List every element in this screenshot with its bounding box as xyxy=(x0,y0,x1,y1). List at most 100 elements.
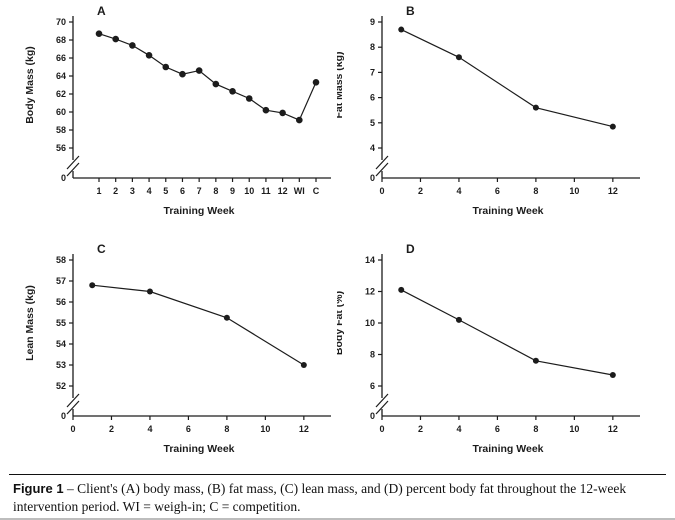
x-tick-label: 2 xyxy=(109,424,114,434)
y-tick-label: 56 xyxy=(56,297,66,307)
y-axis-break-slash xyxy=(375,393,389,408)
y-axis-break-slash xyxy=(66,400,80,415)
data-point xyxy=(398,286,405,293)
x-tick-label: 5 xyxy=(163,186,168,196)
panel-label: B xyxy=(406,4,415,18)
data-point xyxy=(245,95,253,102)
data-point xyxy=(609,123,616,130)
x-tick-label: 12 xyxy=(278,186,288,196)
y-tick-label: 54 xyxy=(56,339,66,349)
y-tick-label: 57 xyxy=(56,276,66,286)
chart-panel-a: 56 58 60 62 64 66 68 70 0 1 2 3 4 5 6 7 8 9 10 11 12 WI C A Trai… xyxy=(0,0,337,238)
y-axis-break-slash xyxy=(66,155,80,170)
data-point xyxy=(112,35,119,43)
y-tick-label: 4 xyxy=(370,143,375,153)
chart-panel-d: 6 8 10 12 14 0 0 2 4 6 8 10 12 D Training Week Body Fat… xyxy=(337,238,675,472)
y-tick-label: 68 xyxy=(56,35,66,45)
y-tick-label: 12 xyxy=(365,287,375,297)
data-point xyxy=(262,106,270,114)
data-point xyxy=(455,54,462,61)
data-point xyxy=(229,88,236,95)
x-tick-label: 4 xyxy=(456,186,461,196)
y-tick-label: 56 xyxy=(56,143,66,153)
y-tick-label: 62 xyxy=(56,89,66,99)
data-point xyxy=(95,30,103,37)
x-tick-label: 0 xyxy=(379,424,384,434)
x-tick-label: 11 xyxy=(261,186,271,196)
figure-caption: Figure 1 – Client's (A) body mass, (B) f… xyxy=(9,474,666,516)
y-tick-label: 8 xyxy=(370,42,375,52)
x-tick-label: 7 xyxy=(197,186,202,196)
y-origin-label: 0 xyxy=(61,411,66,421)
x-tick-label: 4 xyxy=(147,186,152,196)
data-point xyxy=(398,26,405,33)
y-tick-label: 58 xyxy=(56,255,66,265)
y-axis-title: Body Fat (%) xyxy=(337,291,345,355)
fat-mass-chart: 4 5 6 7 8 9 00 2 4 6 8 10 12 B Training Week Fat Mass (… xyxy=(337,4,640,217)
x-axis-title: Training Week xyxy=(473,205,544,217)
y-axis-title: Fat Mass (kg) xyxy=(337,51,345,118)
y-tick-label: 58 xyxy=(56,125,66,135)
x-axis-title: Training Week xyxy=(164,205,235,217)
charts-grid: 56 58 60 62 64 66 68 70 0 1 2 3 4 5 6 7 8 9 10 11 12 WI C A Trai… xyxy=(0,0,675,472)
panel-label: A xyxy=(97,4,106,18)
x-tick-label: 10 xyxy=(260,424,270,434)
panel-label: C xyxy=(97,242,106,256)
data-point xyxy=(179,70,186,78)
series-line xyxy=(400,289,613,376)
data-point xyxy=(195,67,203,74)
y-tick-label: 8 xyxy=(370,350,375,360)
x-tick-label: 9 xyxy=(230,186,235,196)
data-point xyxy=(300,362,307,368)
y-tick-label: 55 xyxy=(56,318,66,328)
x-tick-label: 10 xyxy=(569,186,579,196)
data-point xyxy=(609,371,616,378)
y-tick-label: 9 xyxy=(370,17,375,27)
y-tick-label: 66 xyxy=(56,53,66,63)
y-tick-label: 7 xyxy=(370,67,375,77)
lean-mass-chart: 52 53 54 55 56 57 58 00 2 4 6 8 10 12 C Training Week Le… xyxy=(24,242,331,455)
y-tick-label: 70 xyxy=(56,17,66,27)
panel-label: D xyxy=(406,242,415,256)
x-tick-label: 0 xyxy=(70,424,75,434)
x-tick-label: 6 xyxy=(495,186,500,196)
figure-caption-text: – Client's (A) body mass, (B) fat mass, … xyxy=(13,481,627,515)
x-tick-label: 10 xyxy=(244,186,254,196)
data-point xyxy=(455,316,462,323)
x-tick-label: 6 xyxy=(180,186,185,196)
x-tick-label: 10 xyxy=(569,424,579,434)
x-tick-label: C xyxy=(313,186,320,196)
y-origin-label: 0 xyxy=(61,173,66,183)
y-axis-break-slash xyxy=(66,393,80,408)
x-tick-label: 8 xyxy=(533,186,538,196)
data-point xyxy=(223,314,230,321)
x-tick-label: 8 xyxy=(213,186,218,196)
x-tick-label: 8 xyxy=(533,424,538,434)
y-axis-title: Body Mass (kg) xyxy=(24,46,36,124)
y-axis-break-slash xyxy=(375,162,389,177)
y-tick-label: 10 xyxy=(365,318,375,328)
chart-panel-b: 4 5 6 7 8 9 0 0 2 4 6 8 10 12 B Training Week Fat Mass (… xyxy=(337,0,675,238)
x-tick-label: 6 xyxy=(186,424,191,434)
x-tick-label: 4 xyxy=(147,424,152,434)
body-fat-chart: 6 8 10 12 14 00 2 4 6 8 10 12 D Training Week Body Fat… xyxy=(337,242,640,455)
data-point xyxy=(212,80,220,88)
x-tick-label: 3 xyxy=(130,186,135,196)
x-tick-label: 12 xyxy=(299,424,309,434)
y-tick-label: 6 xyxy=(370,381,375,391)
data-point xyxy=(89,282,96,289)
x-tick-label: 8 xyxy=(224,424,229,434)
y-tick-label: 64 xyxy=(56,71,66,81)
figure-caption-label: Figure 1 xyxy=(13,481,64,496)
series-line xyxy=(92,284,305,366)
data-point xyxy=(532,104,539,111)
x-tick-label: 2 xyxy=(418,186,423,196)
x-tick-label: 2 xyxy=(418,424,423,434)
x-tick-label: 12 xyxy=(608,186,618,196)
series-line xyxy=(400,29,613,128)
y-origin-label: 0 xyxy=(370,173,375,183)
y-tick-label: 52 xyxy=(56,381,66,391)
x-axis-title: Training Week xyxy=(473,443,544,455)
x-tick-label: 0 xyxy=(379,186,384,196)
